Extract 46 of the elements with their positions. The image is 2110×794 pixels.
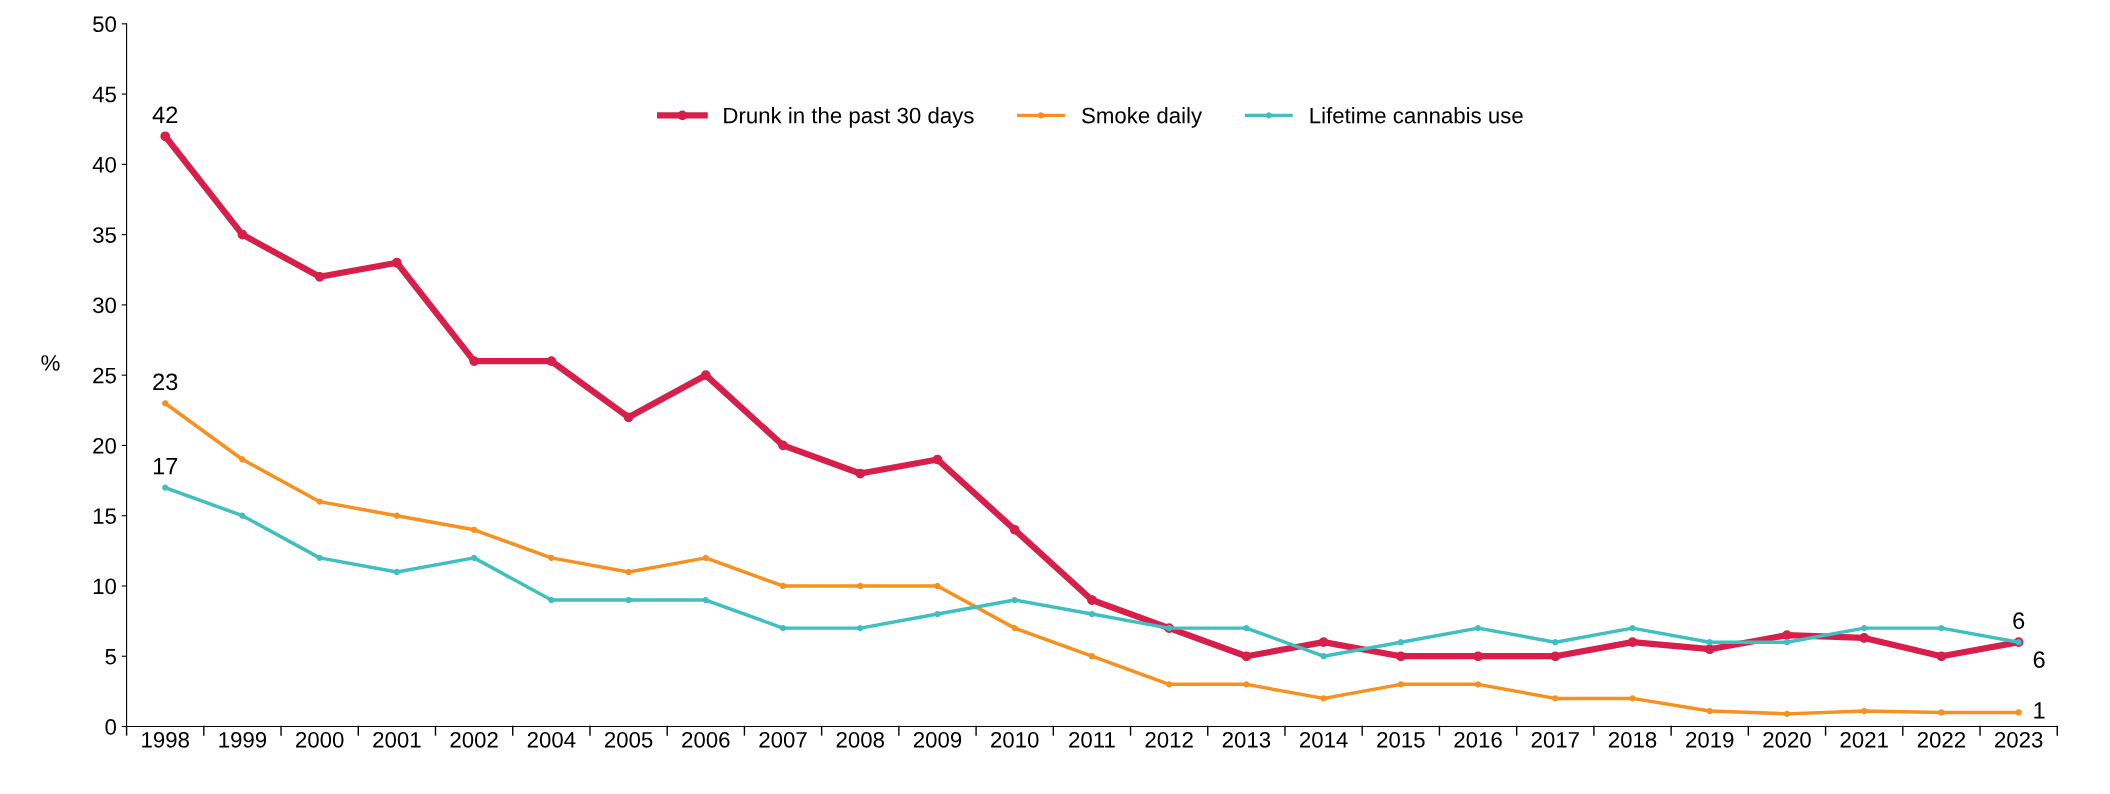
x-tick-label: 2011 bbox=[1069, 731, 1115, 748]
data-label: 6 bbox=[2033, 651, 2045, 668]
x-tick-label: 2008 bbox=[836, 731, 884, 748]
y-tick-label: 10 bbox=[93, 578, 117, 595]
x-tick-label: 2001 bbox=[373, 731, 421, 748]
x-tick-label: 2010 bbox=[991, 731, 1039, 748]
x-tick-label: 2018 bbox=[1608, 731, 1657, 748]
y-tick-label: 15 bbox=[93, 508, 116, 524]
x-tick-label: 2007 bbox=[759, 731, 807, 748]
y-tick-label: 5 bbox=[105, 649, 116, 665]
y-tick-label: 20 bbox=[93, 437, 117, 454]
x-tick-label: 2017 bbox=[1531, 731, 1579, 748]
x-tick-label: 2012 bbox=[1145, 731, 1193, 748]
data-label: 23 bbox=[153, 373, 178, 391]
x-tick-label: 2015 bbox=[1377, 731, 1425, 748]
x-tick-label: 2022 bbox=[1917, 731, 1966, 748]
x-tick-label: 1999 bbox=[219, 731, 267, 748]
x-tick-label: 2021 bbox=[1840, 731, 1888, 748]
y-tick-label: 25 bbox=[93, 367, 116, 384]
x-tick-label: 2013 bbox=[1222, 731, 1271, 748]
x-tick-label: 2023 bbox=[1995, 731, 2043, 748]
x-tick-label: 2005 bbox=[604, 731, 653, 748]
x-tick-label: 2014 bbox=[1300, 731, 1348, 748]
data-label: 6 bbox=[2013, 612, 2025, 630]
x-tick-label: 2019 bbox=[1686, 731, 1734, 748]
x-tick-label: 2004 bbox=[527, 731, 576, 748]
x-tick-label: 2002 bbox=[450, 731, 498, 748]
x-tick-label: 1998 bbox=[142, 731, 189, 748]
y-tick-label: 0 bbox=[105, 719, 117, 735]
x-tick-label: 2006 bbox=[682, 731, 730, 748]
legend-label: Lifetime cannabis use bbox=[1310, 107, 1523, 124]
x-tick-label: 2020 bbox=[1763, 731, 1811, 748]
y-tick-label: 30 bbox=[93, 297, 117, 314]
legend-label: Drunk in the past 30 days bbox=[724, 107, 974, 128]
data-label: 42 bbox=[152, 106, 178, 123]
x-tick-label: 2016 bbox=[1454, 731, 1502, 748]
y-axis-title: % bbox=[41, 355, 60, 371]
y-tick-label: 45 bbox=[92, 86, 116, 103]
x-tick-label: 2000 bbox=[296, 731, 344, 748]
legend-label: Smoke daily bbox=[1082, 107, 1203, 128]
data-label: 17 bbox=[153, 458, 178, 475]
x-tick-label: 2009 bbox=[913, 731, 962, 748]
y-tick-label: 50 bbox=[93, 16, 117, 33]
y-tick-label: 35 bbox=[93, 227, 116, 243]
data-label: 1 bbox=[2034, 702, 2045, 719]
y-tick-label: 40 bbox=[92, 156, 117, 173]
